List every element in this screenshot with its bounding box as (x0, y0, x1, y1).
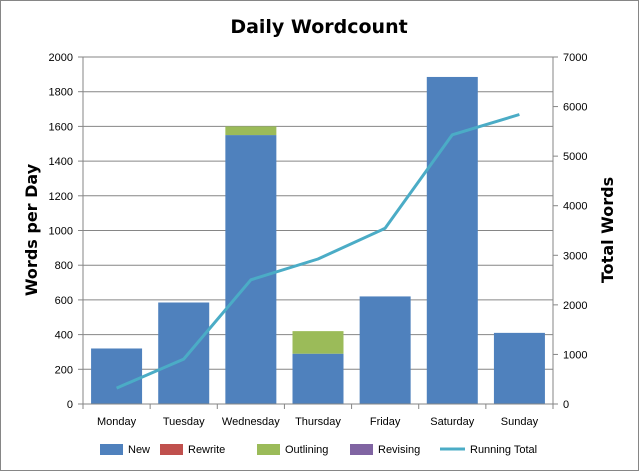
y-tick-label: 1800 (49, 87, 73, 99)
legend-swatch-outlining (257, 444, 280, 455)
bar-new-saturday (426, 76, 478, 404)
bar-new-sunday (493, 332, 545, 404)
y-tick-label: 1400 (49, 156, 73, 168)
bars (91, 76, 545, 404)
legend-swatch-revising (350, 444, 373, 455)
y-tick-label: 400 (55, 330, 73, 342)
bar-new-friday (359, 296, 411, 404)
y-tick-label: 800 (55, 260, 73, 272)
y2-tick-label: 4000 (563, 201, 587, 213)
y2-tick-label: 0 (563, 399, 569, 411)
y2-tick-label: 7000 (563, 52, 587, 64)
x-tick-label-sunday: Sunday (501, 416, 539, 428)
legend-label-rewrite: Rewrite (188, 444, 225, 456)
legend-label-running-total: Running Total (470, 444, 537, 456)
axes (78, 56, 558, 409)
y2-tick-label: 2000 (563, 300, 587, 312)
legend-swatch-new (100, 444, 123, 455)
y-tick-label: 1000 (49, 226, 73, 238)
y-tick-label: 2000 (49, 52, 73, 64)
y2-tick-label: 1000 (563, 349, 587, 361)
y-axis-title: Words per Day (22, 163, 41, 296)
legend-label-outlining: Outlining (285, 444, 328, 456)
y-tick-label: 600 (55, 295, 73, 307)
x-tick-label-tuesday: Tuesday (163, 416, 205, 428)
y2-tick-label: 5000 (563, 151, 587, 163)
legend: New Rewrite Outlining Revising Running Total (100, 444, 537, 456)
y-tick-label: 1200 (49, 191, 73, 203)
legend-swatch-rewrite (160, 444, 183, 455)
y-tick-label: 1600 (49, 121, 73, 133)
running-total-line (116, 113, 520, 390)
y2-axis-title: Total Words (598, 177, 617, 283)
x-tick-label-wednesday: Wednesday (222, 416, 280, 428)
y-tick-label: 200 (55, 364, 73, 376)
chart-title: Daily Wordcount (230, 16, 407, 38)
x-tick-label-thursday: Thursday (295, 416, 341, 428)
bar-new-monday (91, 348, 143, 404)
bar-new-thursday (292, 353, 344, 404)
bar-new-tuesday (158, 302, 210, 404)
bar-new-wednesday (225, 135, 277, 404)
line-running-total (116, 113, 520, 390)
x-tick-label-saturday: Saturday (430, 416, 475, 428)
y-tick-label: 0 (67, 399, 73, 411)
legend-label-new: New (128, 444, 150, 456)
tick-labels: 0 200 400 600 800 1000 1200 1400 1600 1800 2000 0 10… (49, 52, 588, 428)
bar-outlining-thursday (292, 331, 344, 354)
x-tick-label-friday: Friday (370, 416, 401, 428)
y2-tick-label: 6000 (563, 102, 587, 114)
legend-label-revising: Revising (378, 444, 420, 456)
gridlines (83, 56, 553, 370)
y2-tick-label: 3000 (563, 250, 587, 262)
bar-outlining-wednesday (225, 126, 277, 136)
x-tick-label-monday: Monday (97, 416, 137, 428)
